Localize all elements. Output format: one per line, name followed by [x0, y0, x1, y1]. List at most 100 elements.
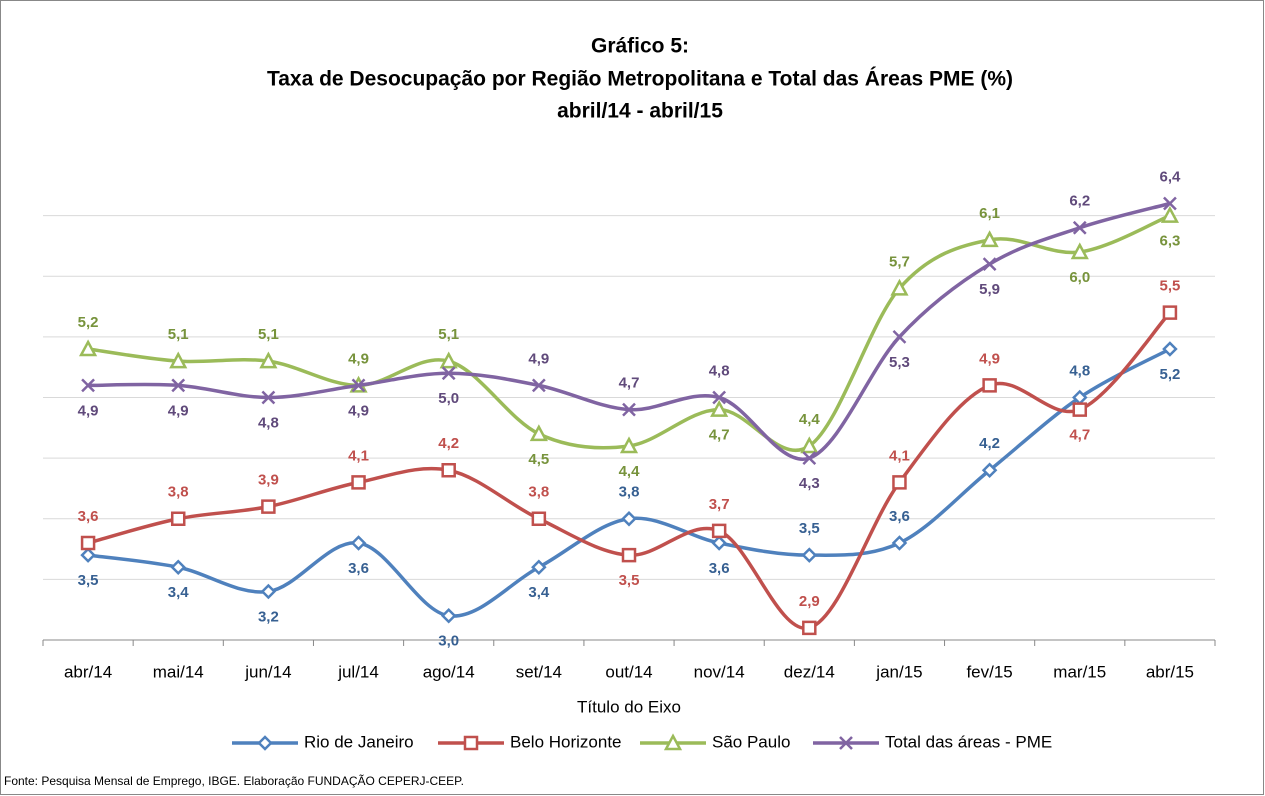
data-label: 3,2 — [258, 608, 279, 625]
data-label: 4,7 — [1069, 427, 1090, 444]
data-label: 3,5 — [799, 520, 820, 537]
x-tick-label: jan/15 — [875, 662, 922, 681]
marker — [1162, 341, 1178, 357]
legend-label: São Paulo — [712, 732, 790, 751]
marker — [1163, 196, 1177, 211]
marker — [1072, 402, 1088, 417]
marker — [440, 607, 457, 624]
marker — [839, 736, 853, 750]
data-label: 4,9 — [528, 350, 549, 367]
marker — [712, 390, 727, 405]
data-label: 3,0 — [438, 633, 459, 650]
data-label: 4,8 — [709, 362, 730, 379]
legend-label: Total das áreas - PME — [885, 732, 1052, 751]
marker — [170, 511, 186, 526]
marker — [350, 535, 367, 551]
data-label: 4,9 — [78, 402, 99, 419]
chart-title: Taxa de Desocupação por Região Metropoli… — [267, 68, 1013, 91]
marker — [801, 547, 818, 563]
data-label: 5,1 — [258, 326, 279, 343]
data-label: 3,5 — [619, 572, 640, 589]
legend-label: Belo Horizonte — [510, 732, 622, 751]
data-label: 6,1 — [979, 205, 1000, 222]
marker — [260, 583, 277, 600]
marker — [531, 378, 546, 393]
marker — [351, 475, 366, 490]
x-tick-label: jul/14 — [337, 662, 379, 681]
marker — [622, 402, 636, 417]
data-label: 3,8 — [168, 484, 189, 501]
data-label: 3,6 — [78, 508, 99, 525]
marker — [711, 523, 727, 539]
marker — [529, 424, 548, 442]
data-label: 3,7 — [709, 496, 730, 513]
data-label: 4,1 — [889, 447, 910, 464]
marker — [259, 351, 278, 369]
marker — [463, 735, 479, 751]
data-label: 5,2 — [1159, 366, 1180, 383]
marker — [710, 399, 729, 417]
marker — [621, 547, 637, 563]
marker — [441, 366, 456, 381]
marker — [619, 436, 639, 454]
marker — [981, 462, 998, 479]
data-label: 5,5 — [1159, 278, 1180, 295]
data-label: 5,9 — [979, 281, 1000, 298]
marker — [441, 463, 456, 478]
data-label: 3,4 — [168, 584, 190, 601]
data-label: 4,2 — [438, 435, 459, 452]
data-label: 4,9 — [348, 350, 369, 367]
data-label: 4,2 — [979, 435, 1000, 452]
marker — [891, 535, 908, 551]
data-label: 4,4 — [619, 463, 641, 480]
x-tick-label: dez/14 — [784, 662, 835, 681]
x-tick-label: jun/14 — [244, 662, 291, 681]
x-tick-label: fev/15 — [966, 662, 1012, 681]
x-tick-label: abr/14 — [64, 662, 112, 681]
marker — [892, 329, 907, 344]
data-label: 6,0 — [1069, 269, 1090, 286]
series-line — [87, 214, 1171, 453]
data-label: 3,6 — [348, 560, 369, 577]
chart-title: Gráfico 5: — [591, 35, 689, 58]
marker — [170, 559, 186, 576]
x-tick-label: abr/15 — [1146, 662, 1194, 681]
data-label: 3,8 — [619, 484, 640, 501]
marker — [169, 351, 188, 369]
x-tick-label: mai/14 — [153, 662, 204, 681]
data-label: 4,8 — [1069, 362, 1090, 379]
data-label: 3,6 — [889, 508, 910, 525]
data-label: 5,0 — [438, 390, 459, 407]
data-label: 4,9 — [168, 402, 189, 419]
data-label: 5,2 — [78, 314, 99, 331]
marker — [171, 378, 186, 393]
data-label: 3,4 — [528, 584, 550, 601]
marker — [257, 735, 273, 751]
marker — [1162, 305, 1178, 320]
data-label: 5,7 — [889, 253, 910, 270]
x-axis-title: Título do Eixo — [577, 697, 681, 716]
data-label: 4,3 — [799, 475, 820, 492]
marker — [663, 733, 683, 751]
marker — [711, 535, 727, 551]
data-label: 4,4 — [799, 411, 821, 428]
data-label: 6,2 — [1069, 193, 1090, 210]
marker — [982, 257, 997, 272]
marker — [892, 475, 907, 490]
marker — [531, 559, 547, 576]
marker — [531, 511, 547, 526]
data-label: 3,6 — [709, 560, 730, 577]
data-label: 5,1 — [438, 326, 459, 343]
marker — [1070, 242, 1089, 260]
marker — [1072, 220, 1087, 235]
marker — [351, 378, 366, 393]
marker — [802, 620, 817, 636]
marker — [982, 378, 997, 393]
data-label: 5,1 — [168, 326, 189, 343]
x-tick-label: ago/14 — [423, 662, 475, 681]
data-label: 5,3 — [889, 354, 910, 371]
data-label: 3,8 — [528, 484, 549, 501]
marker — [81, 378, 95, 393]
marker — [80, 535, 96, 551]
